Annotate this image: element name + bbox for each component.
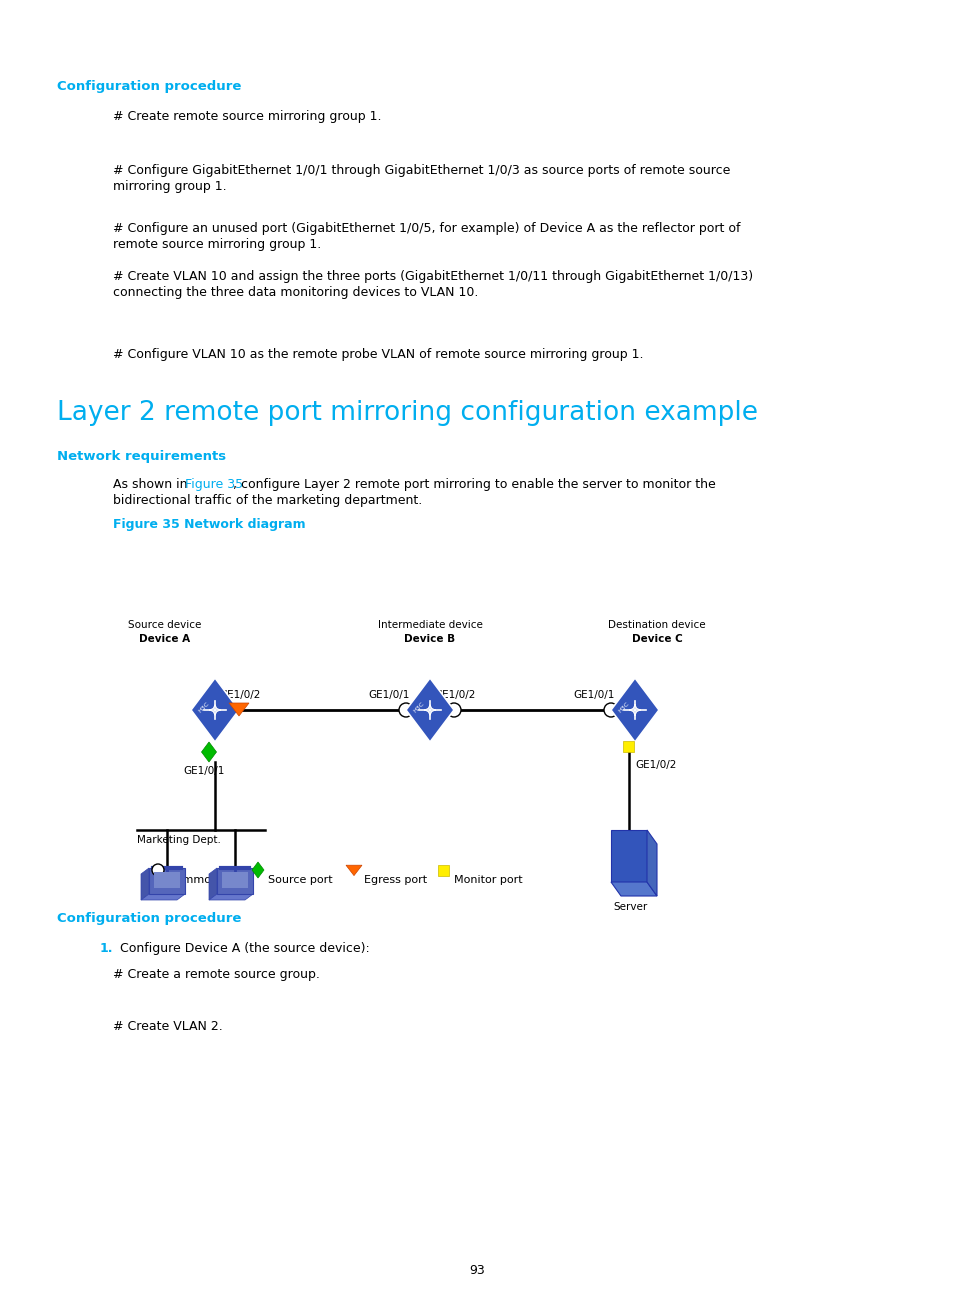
Text: Source port: Source port <box>268 875 333 885</box>
Text: GE1/0/2: GE1/0/2 <box>219 689 260 700</box>
Text: GE1/0/1: GE1/0/1 <box>183 766 224 776</box>
Text: Figure 35 Network diagram: Figure 35 Network diagram <box>112 518 305 531</box>
Circle shape <box>447 702 460 717</box>
Text: 1.: 1. <box>100 942 113 955</box>
Text: H3C: H3C <box>197 700 210 713</box>
Text: remote source mirroring group 1.: remote source mirroring group 1. <box>112 238 321 251</box>
Text: mirroring group 1.: mirroring group 1. <box>112 180 227 193</box>
Text: # Configure VLAN 10 as the remote probe VLAN of remote source mirroring group 1.: # Configure VLAN 10 as the remote probe … <box>112 349 643 362</box>
Text: bidirectional traffic of the marketing department.: bidirectional traffic of the marketing d… <box>112 494 422 507</box>
Text: Server: Server <box>613 902 646 912</box>
Text: # Configure GigabitEthernet 1/0/1 through GigabitEthernet 1/0/3 as source ports : # Configure GigabitEthernet 1/0/1 throug… <box>112 165 730 178</box>
Text: Egress port: Egress port <box>364 875 427 885</box>
Text: Configuration procedure: Configuration procedure <box>57 912 241 925</box>
Text: # Create remote source mirroring group 1.: # Create remote source mirroring group 1… <box>112 110 381 123</box>
Text: # Create a remote source group.: # Create a remote source group. <box>112 968 319 981</box>
Polygon shape <box>141 868 149 899</box>
Text: Figure 35: Figure 35 <box>185 478 243 491</box>
FancyBboxPatch shape <box>438 864 449 876</box>
Text: Source device: Source device <box>128 619 201 630</box>
Polygon shape <box>406 678 454 743</box>
Text: H3C: H3C <box>617 700 630 713</box>
Polygon shape <box>346 866 361 876</box>
Polygon shape <box>191 678 239 743</box>
Text: GE1/0/1: GE1/0/1 <box>368 689 409 700</box>
Text: , configure Layer 2 remote port mirroring to enable the server to monitor the: , configure Layer 2 remote port mirrorin… <box>233 478 715 491</box>
Text: As shown in: As shown in <box>112 478 192 491</box>
Text: GE1/0/2: GE1/0/2 <box>434 689 475 700</box>
Text: connecting the three data monitoring devices to VLAN 10.: connecting the three data monitoring dev… <box>112 286 477 299</box>
Text: # Configure an unused port (GigabitEthernet 1/0/5, for example) of Device A as t: # Configure an unused port (GigabitEther… <box>112 222 740 235</box>
Text: Marketing Dept.: Marketing Dept. <box>137 835 221 845</box>
Polygon shape <box>610 883 657 896</box>
FancyBboxPatch shape <box>222 872 248 888</box>
FancyBboxPatch shape <box>623 740 634 752</box>
Text: Layer 2 remote port mirroring configuration example: Layer 2 remote port mirroring configurat… <box>57 400 758 426</box>
Text: # Create VLAN 2.: # Create VLAN 2. <box>112 1020 222 1033</box>
FancyBboxPatch shape <box>610 829 646 883</box>
Text: Network requirements: Network requirements <box>57 450 226 463</box>
Text: Device C: Device C <box>631 634 681 644</box>
FancyBboxPatch shape <box>216 868 253 894</box>
FancyBboxPatch shape <box>149 868 185 894</box>
Polygon shape <box>610 678 659 743</box>
Text: Monitor port: Monitor port <box>454 875 522 885</box>
Polygon shape <box>646 829 657 896</box>
Text: GE1/0/1: GE1/0/1 <box>573 689 614 700</box>
Text: Destination device: Destination device <box>608 619 705 630</box>
Text: Configuration procedure: Configuration procedure <box>57 80 241 93</box>
Polygon shape <box>201 743 216 762</box>
Text: Configure Device A (the source device):: Configure Device A (the source device): <box>120 942 370 955</box>
Text: 93: 93 <box>469 1264 484 1277</box>
Polygon shape <box>229 702 249 715</box>
FancyBboxPatch shape <box>153 872 180 888</box>
Text: Intermediate device: Intermediate device <box>377 619 482 630</box>
Circle shape <box>603 702 618 717</box>
Circle shape <box>398 702 413 717</box>
Circle shape <box>152 864 164 876</box>
Polygon shape <box>252 862 264 877</box>
Text: H3C: H3C <box>412 700 425 713</box>
Polygon shape <box>209 894 253 899</box>
Polygon shape <box>209 868 216 899</box>
Text: GE1/0/2: GE1/0/2 <box>635 759 676 770</box>
Text: Common port: Common port <box>168 875 244 885</box>
Text: Device A: Device A <box>139 634 191 644</box>
Polygon shape <box>141 894 185 899</box>
Text: Device B: Device B <box>404 634 456 644</box>
Text: # Create VLAN 10 and assign the three ports (GigabitEthernet 1/0/11 through Giga: # Create VLAN 10 and assign the three po… <box>112 270 752 283</box>
